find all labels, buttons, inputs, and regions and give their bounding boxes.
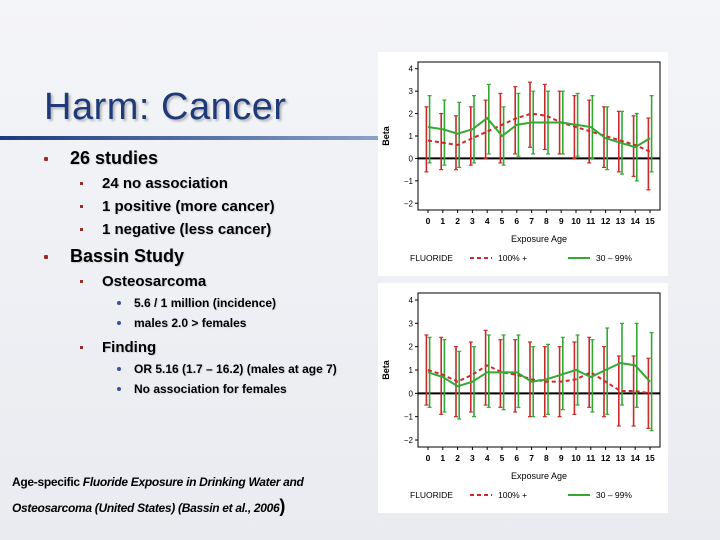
bullet-females: No association for females — [112, 382, 360, 397]
bullet-positive: 1 positive (more cancer) — [76, 198, 360, 215]
y-tick-label: 3 — [409, 87, 414, 96]
x-tick-label: 5 — [500, 216, 505, 226]
bullet-negative: 1 negative (less cancer) — [76, 221, 360, 238]
legend-label: 100% + — [498, 490, 527, 500]
y-tick-label: 3 — [409, 319, 414, 328]
x-tick-label: 12 — [601, 453, 611, 463]
citation-prefix: Age-specific — [12, 475, 83, 489]
y-tick-label: 1 — [409, 132, 414, 141]
x-tick-label: 1 — [440, 216, 445, 226]
x-tick-label: 7 — [529, 453, 534, 463]
y-tick-label: 0 — [409, 154, 414, 163]
series-line — [427, 112, 651, 153]
x-tick-label: 0 — [426, 216, 431, 226]
chart-panel-top: −2 −1 0 1 2 3 4 0 1 2 3 4 5 6 7 8 9 10 11 12 13 14 15 Exposure … — [378, 52, 668, 276]
bullet-list: 26 studies 24 no association 1 positive … — [40, 148, 360, 402]
bullet-odds-ratio: OR 5.16 (1.7 – 16.2) (males at age 7) — [112, 362, 360, 377]
legend-label: 100% + — [498, 253, 527, 263]
x-tick-label: 2 — [455, 453, 460, 463]
series-line — [427, 116, 651, 149]
title-underline — [0, 136, 378, 140]
x-tick-label: 12 — [601, 216, 611, 226]
x-tick-label: 13 — [616, 453, 626, 463]
x-tick-label: 3 — [470, 216, 475, 226]
bullet-no-association: 24 no association — [76, 175, 360, 192]
bullet-males-vs-females: males 2.0 > females — [112, 316, 360, 331]
bullet-studies: 26 studies — [40, 148, 360, 169]
y-tick-label: −2 — [404, 199, 414, 208]
y-tick-label: 4 — [409, 65, 414, 74]
x-tick-label: 15 — [645, 453, 655, 463]
y-tick-label: −2 — [404, 436, 414, 445]
legend-label: 30 – 99% — [596, 253, 632, 263]
bullet-incidence: 5.6 / 1 million (incidence) — [112, 296, 360, 311]
bullet-osteosarcoma: Osteosarcoma — [76, 273, 360, 290]
bullet-finding: Finding — [76, 339, 360, 356]
y-tick-label: −1 — [404, 413, 414, 422]
series-line — [427, 361, 651, 388]
series-line — [427, 364, 651, 395]
x-tick-label: 4 — [485, 216, 490, 226]
y-axis-label: Beta — [381, 125, 391, 146]
x-tick-label: 5 — [500, 453, 505, 463]
x-tick-label: 6 — [514, 216, 519, 226]
y-tick-label: 2 — [409, 343, 414, 352]
chart-panel-bottom: −2 −1 0 1 2 3 4 0 1 2 3 4 5 6 7 8 9 10 11 12 13 14 15 Exposure … — [378, 283, 668, 513]
x-tick-label: 0 — [426, 453, 431, 463]
x-axis-label: Exposure Age — [511, 471, 567, 481]
x-tick-label: 3 — [470, 453, 475, 463]
x-tick-label: 8 — [544, 216, 549, 226]
plot-frame — [417, 292, 661, 448]
plot-frame — [417, 61, 661, 211]
legend-title: FLUORIDE — [410, 490, 453, 500]
x-tick-label: 11 — [586, 453, 595, 463]
citation-suffix: ) — [279, 496, 286, 516]
x-tick-label: 15 — [645, 216, 655, 226]
x-tick-label: 9 — [559, 453, 564, 463]
x-tick-label: 4 — [485, 453, 490, 463]
citation-title: Fluoride Exposure in Drinking Water and … — [12, 475, 304, 515]
y-tick-label: 0 — [409, 389, 414, 398]
x-tick-label: 14 — [630, 453, 640, 463]
y-axis-label: Beta — [381, 359, 391, 380]
x-tick-label: 6 — [514, 453, 519, 463]
y-tick-label: 2 — [409, 110, 414, 119]
slide-title: Harm: Cancer — [44, 86, 287, 128]
x-tick-label: 10 — [571, 453, 581, 463]
x-tick-label: 9 — [559, 216, 564, 226]
x-tick-label: 7 — [529, 216, 534, 226]
x-tick-label: 14 — [630, 216, 640, 226]
x-tick-label: 10 — [571, 216, 581, 226]
citation: Age-specific Fluoride Exposure in Drinki… — [12, 470, 372, 520]
x-tick-label: 11 — [586, 216, 595, 226]
y-tick-label: 4 — [409, 296, 414, 305]
bullet-bassin-study: Bassin Study — [40, 246, 360, 267]
x-tick-label: 13 — [616, 216, 626, 226]
x-tick-label: 1 — [440, 453, 445, 463]
x-axis-label: Exposure Age — [511, 234, 567, 244]
legend-label: 30 – 99% — [596, 490, 632, 500]
x-tick-label: 2 — [455, 216, 460, 226]
x-tick-label: 8 — [544, 453, 549, 463]
y-tick-label: 1 — [409, 366, 414, 375]
y-tick-label: −1 — [404, 177, 414, 186]
legend-title: FLUORIDE — [410, 253, 453, 263]
